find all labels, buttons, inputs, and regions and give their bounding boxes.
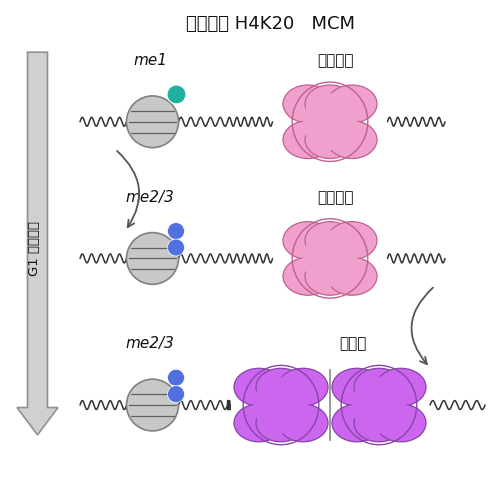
Text: me1: me1 xyxy=(133,53,167,68)
Ellipse shape xyxy=(376,368,426,406)
FancyArrow shape xyxy=(17,52,58,435)
Text: me2/3: me2/3 xyxy=(126,190,174,205)
Ellipse shape xyxy=(283,121,333,159)
Ellipse shape xyxy=(256,404,306,442)
Text: ヒストン H4K20   MCM: ヒストン H4K20 MCM xyxy=(186,15,354,33)
Circle shape xyxy=(168,223,184,240)
Ellipse shape xyxy=(354,404,404,442)
Ellipse shape xyxy=(332,368,382,406)
Ellipse shape xyxy=(327,257,377,295)
Ellipse shape xyxy=(283,222,333,259)
Ellipse shape xyxy=(278,368,328,406)
Ellipse shape xyxy=(256,368,306,406)
Ellipse shape xyxy=(305,85,355,123)
Ellipse shape xyxy=(327,85,377,123)
Circle shape xyxy=(126,96,178,148)
Ellipse shape xyxy=(234,368,284,406)
Text: me2/3: me2/3 xyxy=(126,336,174,351)
Text: シングル: シングル xyxy=(317,53,353,68)
Circle shape xyxy=(126,379,178,431)
Ellipse shape xyxy=(354,368,404,406)
Ellipse shape xyxy=(302,230,358,287)
Circle shape xyxy=(126,233,178,284)
Ellipse shape xyxy=(283,257,333,295)
Ellipse shape xyxy=(332,404,382,442)
Ellipse shape xyxy=(305,257,355,295)
Circle shape xyxy=(168,369,184,386)
Text: シングル: シングル xyxy=(317,190,353,205)
Circle shape xyxy=(168,386,184,403)
Ellipse shape xyxy=(305,222,355,259)
Ellipse shape xyxy=(234,404,284,442)
Ellipse shape xyxy=(283,85,333,123)
Ellipse shape xyxy=(327,121,377,159)
Ellipse shape xyxy=(254,377,308,433)
Circle shape xyxy=(167,85,186,104)
Ellipse shape xyxy=(278,404,328,442)
Ellipse shape xyxy=(376,404,426,442)
Ellipse shape xyxy=(352,377,406,433)
Ellipse shape xyxy=(305,121,355,159)
Circle shape xyxy=(168,239,184,256)
Ellipse shape xyxy=(302,93,358,150)
Text: ダブル: ダブル xyxy=(339,336,366,351)
Ellipse shape xyxy=(327,222,377,259)
Text: G1 期の進行: G1 期の進行 xyxy=(28,221,41,276)
